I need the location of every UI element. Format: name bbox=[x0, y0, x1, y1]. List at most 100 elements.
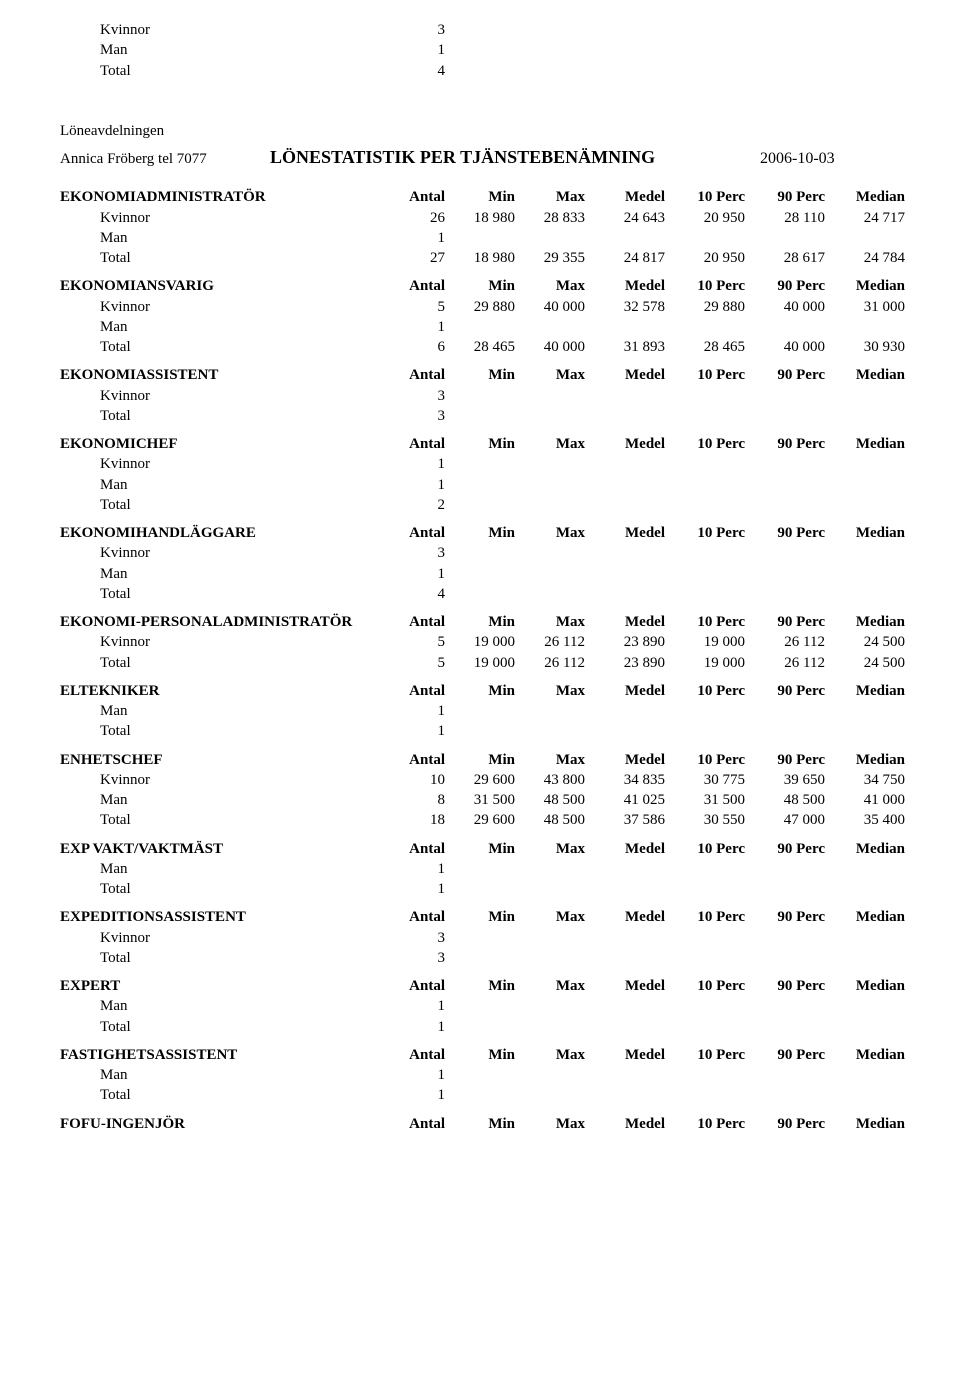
row-label: Kvinnor bbox=[60, 770, 390, 790]
cell-value: 8 bbox=[390, 790, 445, 810]
cell-value bbox=[585, 859, 665, 879]
category-header-row: ELTEKNIKERAntalMinMaxMedel10 Perc90 Perc… bbox=[60, 681, 900, 701]
column-header: 90 Perc bbox=[745, 1045, 825, 1065]
contact-line: Annica Fröberg tel 7077 bbox=[60, 149, 270, 169]
cell-value: 40 000 bbox=[515, 297, 585, 317]
row-label: Kvinnor bbox=[60, 454, 390, 474]
category-section: EXPERTAntalMinMaxMedel10 Perc90 PercMedi… bbox=[60, 976, 900, 1037]
data-row: Kvinnor519 00026 11223 89019 00026 11224… bbox=[60, 632, 900, 652]
cell-value: 31 893 bbox=[585, 337, 665, 357]
cell-value bbox=[515, 879, 585, 899]
category-section: EKONOMICHEFAntalMinMaxMedel10 Perc90 Per… bbox=[60, 434, 900, 515]
cell-value bbox=[445, 721, 515, 741]
cell-value bbox=[585, 386, 665, 406]
cell-value bbox=[825, 386, 905, 406]
cell-value bbox=[665, 454, 745, 474]
category-section: EKONOMI-PERSONALADMINISTRATÖRAntalMinMax… bbox=[60, 612, 900, 673]
cell-value bbox=[585, 948, 665, 968]
data-row: Kvinnor3 bbox=[60, 386, 900, 406]
data-row: Total3 bbox=[60, 948, 900, 968]
category-header-row: FASTIGHETSASSISTENTAntalMinMaxMedel10 Pe… bbox=[60, 1045, 900, 1065]
cell-value: 48 500 bbox=[745, 790, 825, 810]
cell-value: 26 bbox=[390, 208, 445, 228]
column-header: Max bbox=[515, 612, 585, 632]
data-row: Total1829 60048 50037 58630 55047 00035 … bbox=[60, 810, 900, 830]
cell-value bbox=[515, 948, 585, 968]
row-label: Man bbox=[60, 228, 390, 248]
category-name: EXPEDITIONSASSISTENT bbox=[60, 907, 390, 927]
cell-value: 26 112 bbox=[745, 632, 825, 652]
column-header: Min bbox=[445, 523, 515, 543]
column-header: Antal bbox=[390, 1045, 445, 1065]
cell-value: 30 550 bbox=[665, 810, 745, 830]
data-row: Man1 bbox=[60, 564, 900, 584]
data-row: Man1 bbox=[60, 1065, 900, 1085]
cell-value bbox=[585, 1085, 665, 1105]
cell-value: 1 bbox=[390, 859, 445, 879]
column-header: 90 Perc bbox=[745, 1114, 825, 1134]
cell-value bbox=[515, 859, 585, 879]
cell-value: 3 bbox=[390, 20, 445, 40]
column-header: Median bbox=[825, 750, 905, 770]
cell-value bbox=[445, 859, 515, 879]
cell-value bbox=[515, 20, 585, 40]
cell-value bbox=[825, 1085, 905, 1105]
category-section: ENHETSCHEFAntalMinMaxMedel10 Perc90 Perc… bbox=[60, 750, 900, 831]
column-header: Medel bbox=[585, 681, 665, 701]
category-header-row: EKONOMI-PERSONALADMINISTRATÖRAntalMinMax… bbox=[60, 612, 900, 632]
cell-value bbox=[825, 948, 905, 968]
cell-value bbox=[665, 61, 745, 81]
cell-value bbox=[445, 1085, 515, 1105]
row-label: Man bbox=[60, 859, 390, 879]
column-header: 90 Perc bbox=[745, 750, 825, 770]
row-label: Man bbox=[60, 317, 390, 337]
cell-value bbox=[825, 40, 905, 60]
cell-value bbox=[665, 543, 745, 563]
column-header: Antal bbox=[390, 187, 445, 207]
category-name: EKONOMIHANDLÄGGARE bbox=[60, 523, 390, 543]
cell-value: 3 bbox=[390, 543, 445, 563]
column-header: Medel bbox=[585, 1045, 665, 1065]
data-row: Man1 bbox=[60, 317, 900, 337]
column-header: Min bbox=[445, 750, 515, 770]
column-header: Medel bbox=[585, 523, 665, 543]
cell-value: 2 bbox=[390, 495, 445, 515]
cell-value bbox=[445, 1065, 515, 1085]
cell-value: 1 bbox=[390, 996, 445, 1016]
cell-value: 26 112 bbox=[745, 653, 825, 673]
column-header: Medel bbox=[585, 907, 665, 927]
category-header-row: EKONOMIANSVARIGAntalMinMaxMedel10 Perc90… bbox=[60, 276, 900, 296]
cell-value: 18 980 bbox=[445, 208, 515, 228]
column-header: Antal bbox=[390, 976, 445, 996]
cell-value: 24 500 bbox=[825, 632, 905, 652]
column-header: Max bbox=[515, 434, 585, 454]
cell-value: 40 000 bbox=[745, 297, 825, 317]
category-header-row: EXPEDITIONSASSISTENTAntalMinMaxMedel10 P… bbox=[60, 907, 900, 927]
column-header: 90 Perc bbox=[745, 681, 825, 701]
row-label: Kvinnor bbox=[60, 208, 390, 228]
column-header: Max bbox=[515, 750, 585, 770]
category-name: FOFU-INGENJÖR bbox=[60, 1114, 390, 1134]
cell-value bbox=[825, 228, 905, 248]
data-row: Total2718 98029 35524 81720 95028 61724 … bbox=[60, 248, 900, 268]
category-header-row: ENHETSCHEFAntalMinMaxMedel10 Perc90 Perc… bbox=[60, 750, 900, 770]
cell-value bbox=[585, 701, 665, 721]
category-name: EKONOMI-PERSONALADMINISTRATÖR bbox=[60, 612, 390, 632]
cell-value: 18 bbox=[390, 810, 445, 830]
cell-value: 29 600 bbox=[445, 770, 515, 790]
cell-value bbox=[745, 454, 825, 474]
column-header: Min bbox=[445, 612, 515, 632]
cell-value bbox=[585, 61, 665, 81]
cell-value bbox=[825, 701, 905, 721]
cell-value bbox=[515, 564, 585, 584]
cell-value bbox=[825, 61, 905, 81]
cell-value: 31 500 bbox=[445, 790, 515, 810]
cell-value bbox=[585, 996, 665, 1016]
category-header-row: EXP VAKT/VAKTMÄSTAntalMinMaxMedel10 Perc… bbox=[60, 839, 900, 859]
cell-value bbox=[665, 20, 745, 40]
row-label: Total bbox=[60, 948, 390, 968]
cell-value: 19 000 bbox=[445, 632, 515, 652]
column-header: 90 Perc bbox=[745, 365, 825, 385]
cell-value bbox=[825, 475, 905, 495]
cell-value: 1 bbox=[390, 721, 445, 741]
